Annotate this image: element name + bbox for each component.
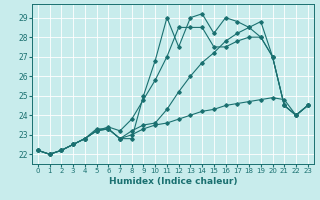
X-axis label: Humidex (Indice chaleur): Humidex (Indice chaleur)	[108, 177, 237, 186]
